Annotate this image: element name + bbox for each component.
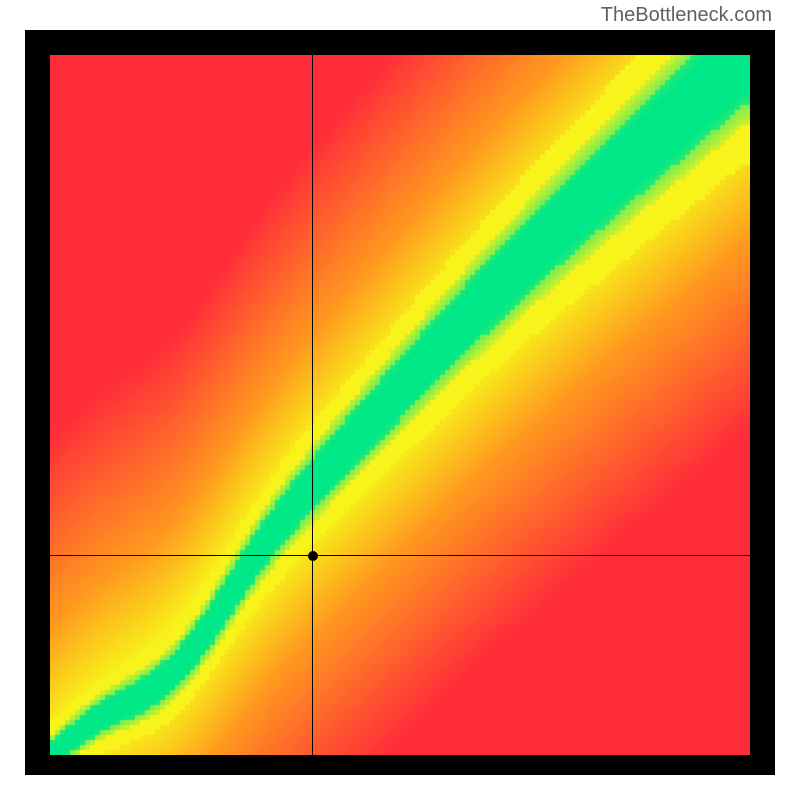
plot-area [50,55,750,755]
plot-frame [25,30,775,775]
crosshair-horizontal [50,555,750,556]
crosshair-marker [308,551,318,561]
crosshair-vertical [312,55,313,755]
heatmap-canvas [50,55,750,755]
attribution-text: TheBottleneck.com [601,4,772,27]
